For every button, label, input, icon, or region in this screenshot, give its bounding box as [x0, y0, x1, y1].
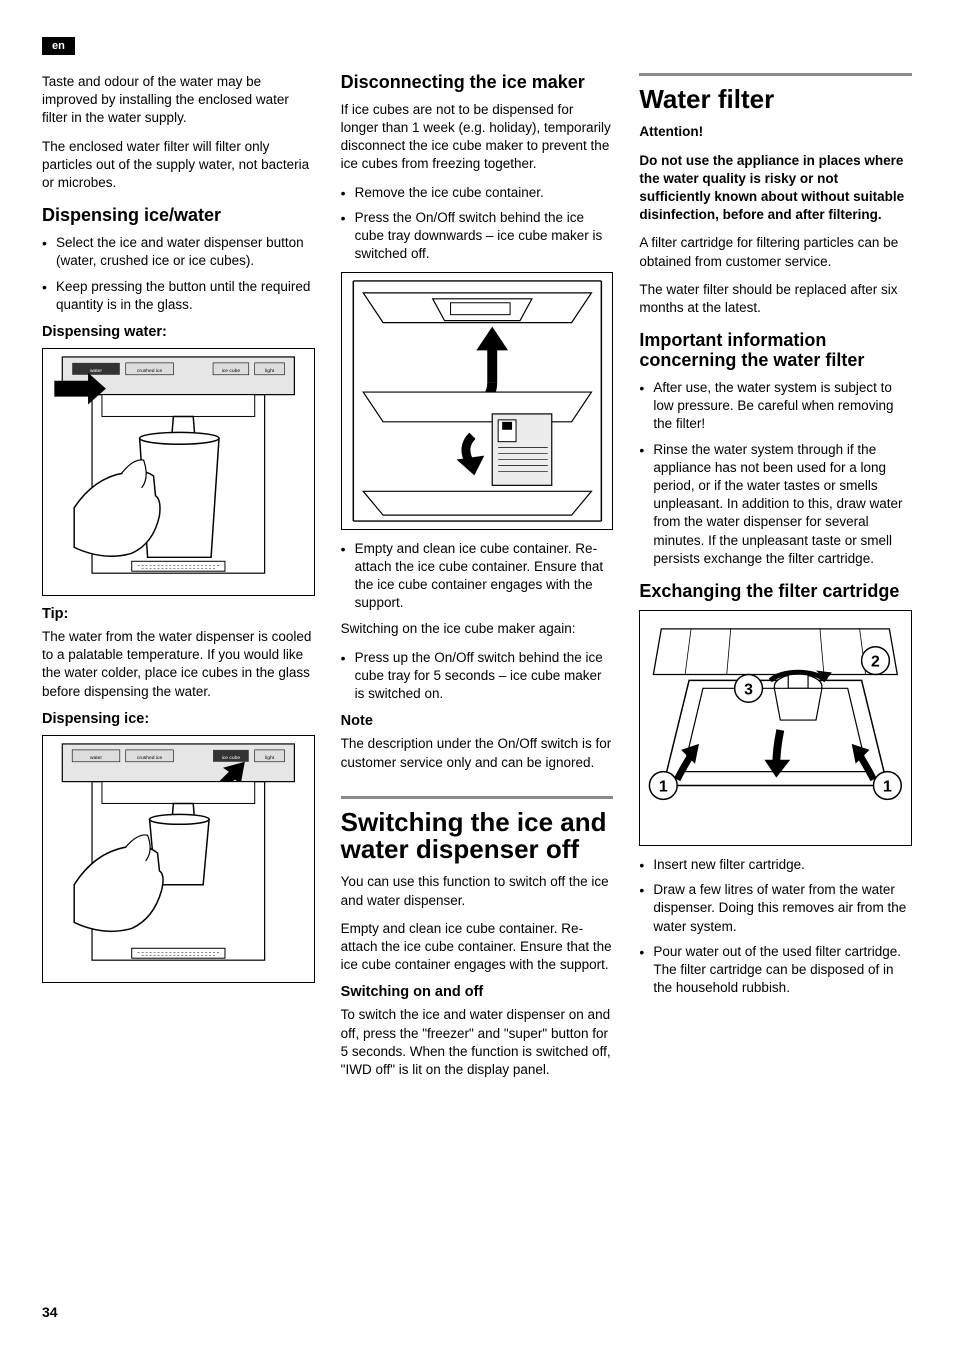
list-item: Press the On/Off switch behind the ice c…: [341, 209, 614, 264]
heading-dispensing: Dispensing ice/water: [42, 206, 315, 226]
icemaker-illustration: [342, 273, 613, 529]
heading-on-off: Switching on and off: [341, 984, 614, 1000]
dispensing-list: Select the ice and water dispenser butto…: [42, 234, 315, 314]
intro-paragraph-1: Taste and odour of the water may be impr…: [42, 73, 315, 128]
exchange-list: Insert new filter cartridge. Draw a few …: [639, 856, 912, 998]
svg-text:water: water: [90, 755, 102, 761]
attention-text: Do not use the appliance in places where…: [639, 152, 912, 225]
figure-exchange-cartridge: 1 1 2 3: [639, 610, 912, 846]
list-item: After use, the water system is subject t…: [639, 379, 912, 434]
heading-exchange: Exchanging the filter cartridge: [639, 582, 912, 602]
language-badge: en: [42, 37, 75, 55]
filter-p1: A filter cartridge for filtering particl…: [639, 234, 912, 270]
figure-dispensing-water: water crushed ice ice cube light: [42, 348, 315, 596]
column-1: Taste and odour of the water may be impr…: [42, 73, 315, 1089]
svg-text:crushed ice: crushed ice: [137, 755, 163, 761]
heading-disconnect: Disconnecting the ice maker: [341, 73, 614, 93]
svg-text:1: 1: [659, 778, 668, 795]
svg-text:crushed ice: crushed ice: [137, 368, 163, 374]
disconnect-paragraph: If ice cubes are not to be dispensed for…: [341, 101, 614, 174]
list-item: Keep pressing the button until the requi…: [42, 278, 315, 314]
page-columns: Taste and odour of the water may be impr…: [42, 73, 912, 1089]
heading-switch-off: Switching the ice and water dispenser of…: [341, 809, 614, 864]
on-off-text: To switch the ice and water dispenser on…: [341, 1006, 614, 1079]
disconnect-list-b: Empty and clean ice cube container. Re-a…: [341, 540, 614, 613]
svg-text:light: light: [265, 755, 275, 761]
list-item: Insert new filter cartridge.: [639, 856, 912, 874]
column-2: Disconnecting the ice maker If ice cubes…: [341, 73, 614, 1089]
page-number: 34: [42, 1304, 58, 1320]
heading-water-filter: Water filter: [639, 86, 912, 113]
heading-dispensing-water: Dispensing water:: [42, 324, 315, 340]
list-item: Press up the On/Off switch behind the ic…: [341, 649, 614, 704]
list-item: Draw a few litres of water from the wate…: [639, 881, 912, 936]
figure-icemaker-interior: [341, 272, 614, 530]
intro-paragraph-2: The enclosed water filter will filter on…: [42, 138, 315, 193]
section-rule: [341, 796, 614, 799]
column-3: Water filter Attention! Do not use the a…: [639, 73, 912, 1089]
disconnect-list-a: Remove the ice cube container. Press the…: [341, 184, 614, 264]
figure-dispensing-ice: water crushed ice ice cube light: [42, 735, 315, 983]
tip-text: The water from the water dispenser is co…: [42, 628, 315, 701]
svg-text:3: 3: [744, 681, 753, 698]
important-list: After use, the water system is subject t…: [639, 379, 912, 568]
switch-off-p2: Empty and clean ice cube container. Re-a…: [341, 920, 614, 975]
svg-text:ice cube: ice cube: [222, 368, 241, 374]
switch-on-again-text: Switching on the ice cube maker again:: [341, 620, 614, 638]
svg-text:water: water: [90, 368, 102, 374]
note-label: Note: [341, 713, 614, 729]
filter-p2: The water filter should be replaced afte…: [639, 281, 912, 317]
svg-text:2: 2: [871, 653, 880, 670]
list-item: Select the ice and water dispenser butto…: [42, 234, 315, 270]
svg-text:ice cube: ice cube: [222, 755, 241, 761]
switch-off-p1: You can use this function to switch off …: [341, 873, 614, 909]
heading-dispensing-ice: Dispensing ice:: [42, 711, 315, 727]
list-item: Rinse the water system through if the ap…: [639, 441, 912, 569]
exchange-illustration: 1 1 2 3: [640, 611, 911, 845]
dispenser-water-illustration: water crushed ice ice cube light: [43, 349, 314, 595]
section-rule: [639, 73, 912, 76]
svg-text:light: light: [265, 368, 275, 374]
list-item: Remove the ice cube container.: [341, 184, 614, 202]
note-text: The description under the On/Off switch …: [341, 735, 614, 771]
switch-on-list: Press up the On/Off switch behind the ic…: [341, 649, 614, 704]
dispenser-ice-illustration: water crushed ice ice cube light: [43, 736, 314, 982]
list-item: Empty and clean ice cube container. Re-a…: [341, 540, 614, 613]
attention-label: Attention!: [639, 123, 912, 141]
heading-important-info: Important information concerning the wat…: [639, 331, 912, 371]
svg-text:1: 1: [883, 778, 892, 795]
list-item: Pour water out of the used filter cartri…: [639, 943, 912, 998]
tip-label: Tip:: [42, 606, 315, 622]
